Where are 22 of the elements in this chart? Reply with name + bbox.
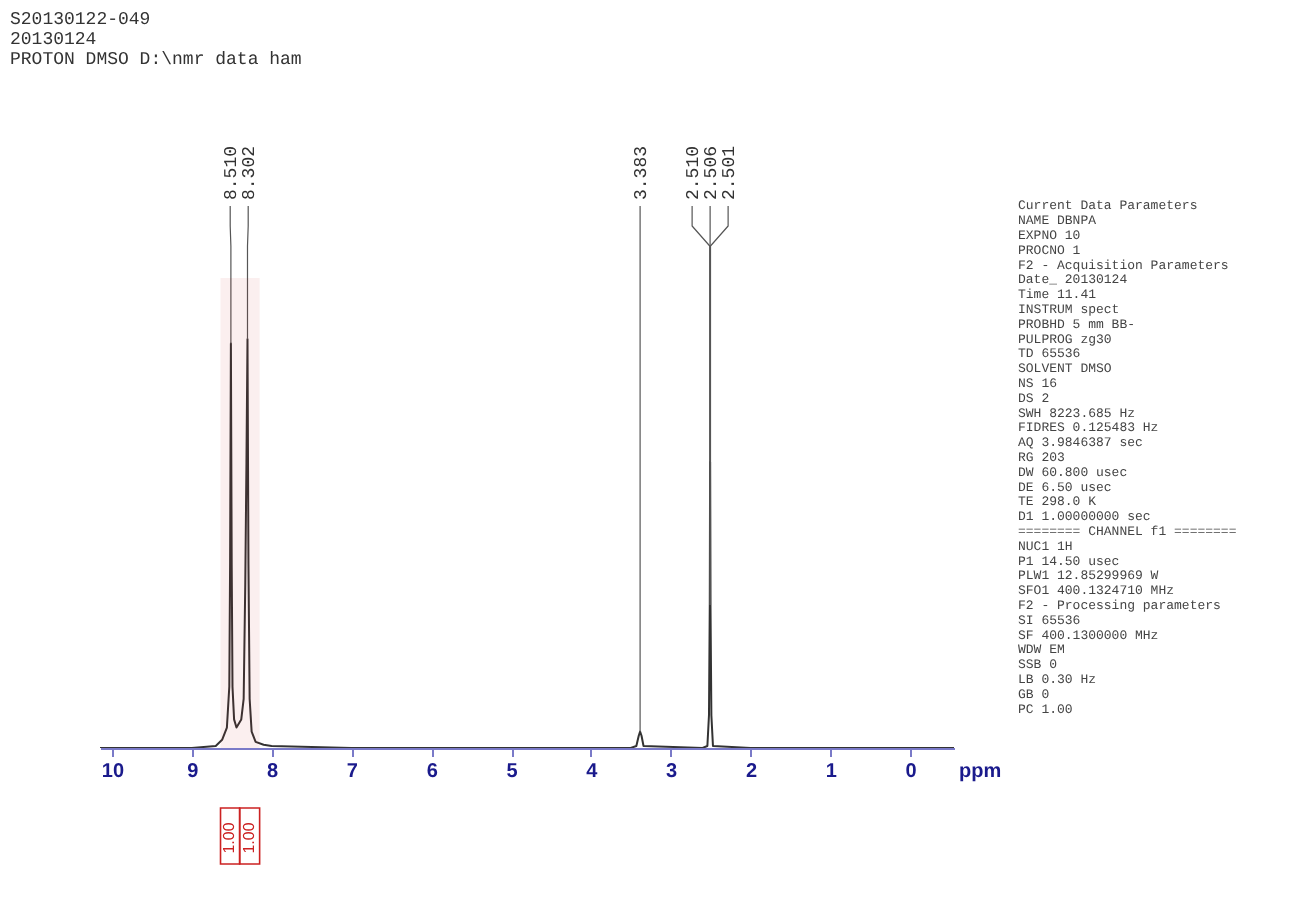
annotation: 2.501 [720,145,741,200]
x-axis-title: ppm [959,761,1002,783]
x-tick-label: 5 [506,761,519,783]
band-label: 1.00 [220,821,239,854]
chart-subtitle: 20130124 PROTON DMSO D:\nmr data ham [10,30,302,70]
x-tick-label: 6 [426,761,439,783]
annotation: 3.383 [632,145,653,200]
x-tick-label: 1 [825,761,838,783]
x-tick-label: 10 [101,761,125,783]
annotation: 2.510 [684,145,705,200]
x-tick-label: 8 [267,761,280,783]
band-label: 1.00 [239,821,258,854]
x-tick-label: 7 [346,761,359,783]
chart-title: S20130122-049 [10,10,151,30]
x-tick-label: 0 [905,761,918,783]
x-tick-label: 9 [187,761,200,783]
x-tick-label: 2 [745,761,758,783]
annotation: 2.506 [702,145,723,200]
x-tick-label: 3 [666,761,679,783]
annotation: 8.302 [240,145,261,200]
x-tick-label: 4 [586,761,599,783]
annotation: 8.510 [222,145,243,200]
